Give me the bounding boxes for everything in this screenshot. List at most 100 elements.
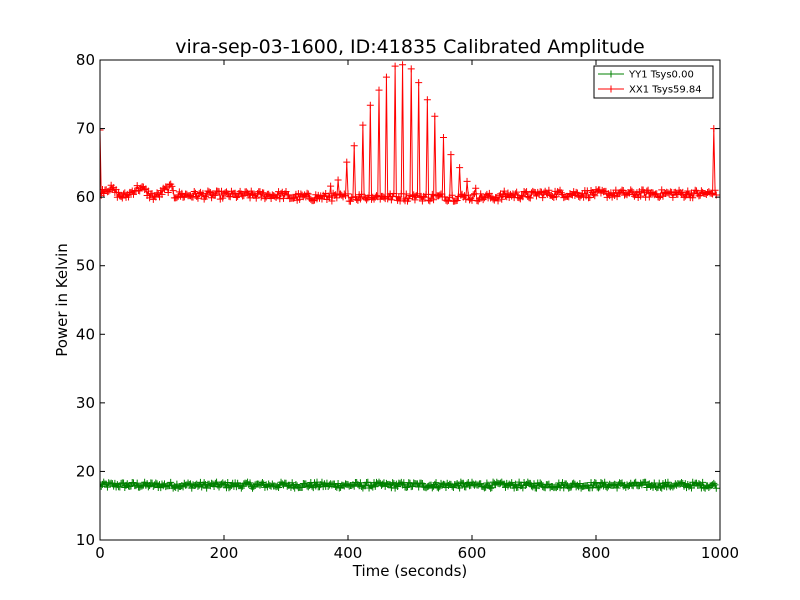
data-point bbox=[536, 479, 544, 487]
data-point bbox=[359, 121, 367, 129]
data-point bbox=[333, 194, 341, 202]
x-tick-label: 1000 bbox=[701, 544, 739, 562]
data-point bbox=[679, 188, 687, 196]
data-point bbox=[178, 189, 186, 197]
data-point bbox=[375, 86, 383, 94]
data-point bbox=[350, 142, 358, 150]
data-point bbox=[334, 176, 342, 184]
data-point bbox=[344, 190, 352, 198]
data-point bbox=[653, 190, 661, 198]
data-point bbox=[260, 189, 268, 197]
data-point bbox=[402, 483, 410, 491]
data-point bbox=[428, 190, 436, 198]
data-point bbox=[288, 479, 296, 487]
plot-frame bbox=[99, 59, 721, 541]
data-point bbox=[389, 479, 397, 487]
data-point bbox=[324, 192, 332, 200]
legend-label: YY1 Tsys0.00 bbox=[628, 70, 694, 81]
data-point bbox=[258, 479, 266, 487]
data-point bbox=[711, 186, 719, 194]
data-point bbox=[346, 197, 354, 205]
data-point bbox=[224, 478, 232, 486]
data-point bbox=[437, 190, 445, 198]
data-point bbox=[530, 480, 538, 488]
data-point bbox=[365, 191, 373, 199]
data-point bbox=[678, 479, 686, 487]
data-point bbox=[194, 194, 202, 202]
data-point bbox=[611, 480, 619, 488]
data-point bbox=[463, 177, 471, 185]
data-point bbox=[695, 192, 703, 200]
y-tick-label: 40 bbox=[76, 325, 95, 343]
data-point bbox=[518, 191, 526, 199]
data-point bbox=[100, 189, 108, 197]
data-point bbox=[158, 190, 166, 198]
data-point bbox=[343, 158, 351, 166]
data-point bbox=[252, 194, 260, 202]
data-point bbox=[328, 197, 336, 205]
data-point bbox=[203, 484, 211, 492]
data-point bbox=[656, 483, 664, 491]
data-point bbox=[325, 193, 333, 201]
data-point bbox=[613, 484, 621, 492]
data-point bbox=[448, 191, 456, 199]
x-tick-label: 0 bbox=[95, 544, 105, 562]
data-point bbox=[645, 193, 653, 201]
data-point bbox=[232, 194, 240, 202]
data-point bbox=[133, 182, 141, 190]
legend-label: XX1 Tsys59.84 bbox=[629, 85, 702, 96]
data-point bbox=[456, 164, 464, 172]
data-point bbox=[545, 186, 553, 194]
data-point bbox=[464, 191, 472, 199]
data-point bbox=[586, 193, 594, 201]
data-point bbox=[413, 190, 421, 198]
y-tick-label: 70 bbox=[76, 120, 95, 138]
data-point bbox=[521, 189, 529, 197]
data-point bbox=[280, 194, 288, 202]
data-point bbox=[387, 196, 395, 204]
data-point bbox=[423, 96, 431, 104]
data-point bbox=[415, 79, 423, 87]
data-point bbox=[115, 188, 123, 196]
data-point bbox=[298, 483, 306, 491]
data-point bbox=[219, 194, 227, 202]
data-point bbox=[619, 186, 627, 194]
legend-marker bbox=[607, 85, 615, 93]
data-point bbox=[643, 483, 651, 491]
data-point bbox=[477, 190, 485, 198]
data-point bbox=[205, 188, 213, 196]
data-point bbox=[366, 101, 374, 109]
data-point bbox=[168, 182, 176, 190]
data-point bbox=[399, 61, 407, 69]
series-layer bbox=[100, 61, 720, 492]
data-point bbox=[246, 479, 254, 487]
data-point bbox=[244, 189, 252, 197]
data-point bbox=[129, 190, 137, 198]
data-point bbox=[711, 481, 719, 489]
data-point bbox=[523, 188, 531, 196]
data-point bbox=[189, 193, 197, 201]
data-point bbox=[655, 194, 663, 202]
data-point bbox=[138, 482, 146, 490]
data-point bbox=[689, 194, 697, 202]
data-point bbox=[572, 188, 580, 196]
data-point bbox=[246, 194, 254, 202]
data-point bbox=[601, 478, 609, 486]
data-point bbox=[304, 483, 312, 491]
data-point bbox=[562, 480, 570, 488]
data-point bbox=[173, 194, 181, 202]
data-point bbox=[152, 479, 160, 487]
data-point bbox=[190, 187, 198, 195]
data-point bbox=[513, 188, 521, 196]
data-point bbox=[116, 483, 124, 491]
data-point bbox=[684, 187, 692, 195]
data-point bbox=[261, 195, 269, 203]
data-point bbox=[418, 480, 426, 488]
data-point bbox=[447, 151, 455, 159]
data-point bbox=[594, 484, 602, 492]
data-point bbox=[494, 197, 502, 205]
data-point bbox=[146, 194, 154, 202]
data-point bbox=[526, 194, 534, 202]
data-point bbox=[500, 187, 508, 195]
data-point bbox=[201, 193, 209, 201]
